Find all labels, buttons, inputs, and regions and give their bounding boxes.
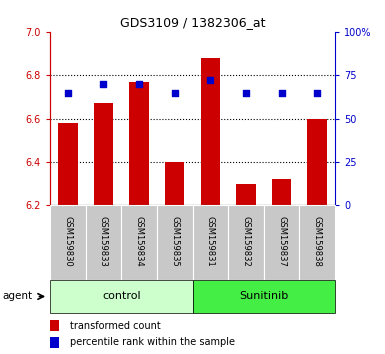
Bar — [85, 205, 121, 280]
Point — [278, 90, 285, 95]
Bar — [50, 320, 59, 331]
Bar — [157, 205, 192, 280]
Bar — [50, 280, 192, 313]
Text: GSM159833: GSM159833 — [99, 216, 108, 267]
Text: GSM159838: GSM159838 — [313, 216, 321, 267]
Text: transformed count: transformed count — [70, 321, 161, 331]
Bar — [129, 82, 149, 205]
Text: GSM159834: GSM159834 — [135, 216, 144, 266]
Point — [314, 90, 320, 95]
Text: agent: agent — [2, 291, 32, 302]
Bar — [236, 184, 256, 205]
Title: GDS3109 / 1382306_at: GDS3109 / 1382306_at — [120, 16, 265, 29]
Bar — [272, 179, 291, 205]
Point — [100, 81, 107, 87]
Point — [172, 90, 178, 95]
Bar — [300, 205, 335, 280]
Text: GSM159835: GSM159835 — [170, 216, 179, 266]
Point — [136, 81, 142, 87]
Bar — [50, 205, 85, 280]
Bar — [58, 123, 78, 205]
Text: GSM159832: GSM159832 — [241, 216, 250, 266]
Bar — [192, 280, 335, 313]
Bar — [121, 205, 157, 280]
Bar — [201, 58, 220, 205]
Bar — [264, 205, 300, 280]
Bar — [192, 205, 228, 280]
Text: GSM159837: GSM159837 — [277, 216, 286, 267]
Text: percentile rank within the sample: percentile rank within the sample — [70, 337, 235, 347]
Text: GSM159830: GSM159830 — [64, 216, 72, 266]
Bar — [94, 103, 113, 205]
Bar — [228, 205, 264, 280]
Text: Sunitinib: Sunitinib — [239, 291, 288, 302]
Bar — [50, 337, 59, 348]
Text: GSM159831: GSM159831 — [206, 216, 215, 266]
Point — [65, 90, 71, 95]
Bar — [307, 119, 327, 205]
Text: control: control — [102, 291, 141, 302]
Point — [243, 90, 249, 95]
Point — [207, 78, 213, 83]
Bar — [165, 162, 184, 205]
